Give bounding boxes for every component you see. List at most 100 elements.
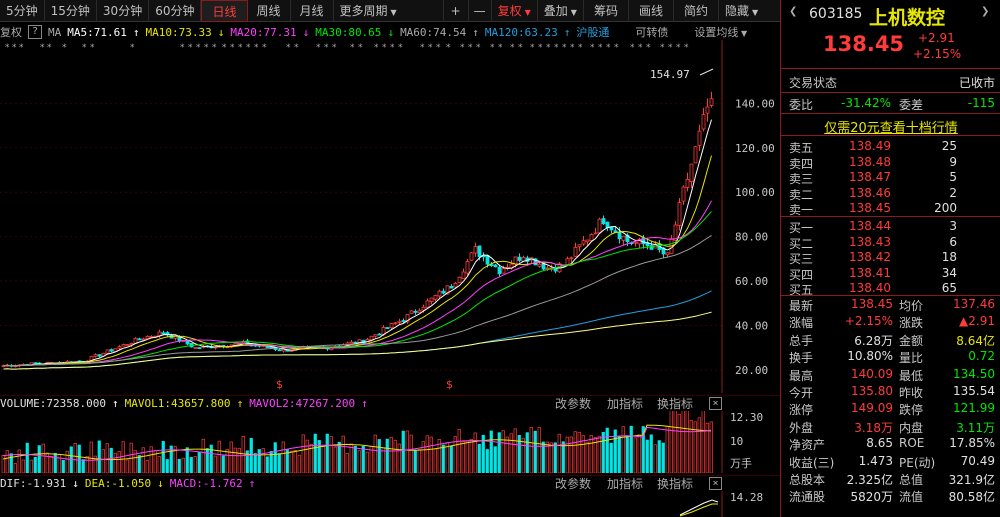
level2-promo-link[interactable]: 仅需20元查看十档行情: [824, 121, 958, 136]
period-30min[interactable]: 30分钟: [97, 0, 150, 22]
info-marker[interactable]: *: [358, 43, 363, 53]
info-marker[interactable]: *: [12, 43, 17, 53]
change-params-button[interactable]: 改参数: [554, 477, 591, 491]
buy-level-1[interactable]: 买一 138.44 3: [781, 219, 1000, 235]
event-marker-s[interactable]: $: [276, 378, 283, 391]
candle[interactable]: [661, 247, 666, 255]
candle[interactable]: [477, 245, 482, 258]
more-periods-dropdown[interactable]: 更多周期 ▼: [334, 0, 444, 22]
info-marker[interactable]: *: [262, 43, 267, 53]
candle[interactable]: [633, 241, 638, 244]
info-marker[interactable]: *: [286, 43, 291, 53]
close-icon[interactable]: ×: [709, 477, 722, 490]
candle[interactable]: [433, 295, 438, 300]
sell-level-4[interactable]: 卖二 138.46 2: [781, 186, 1000, 202]
sell-level-1[interactable]: 卖五 138.49 25: [781, 139, 1000, 155]
candle[interactable]: [373, 334, 378, 337]
candle[interactable]: [673, 224, 678, 241]
period-weekly[interactable]: 周线: [248, 0, 291, 22]
candle[interactable]: [681, 186, 686, 202]
simple-mode-button[interactable]: 简约: [674, 0, 719, 22]
sell-level-3[interactable]: 卖三 138.47 5: [781, 170, 1000, 186]
macd-chart[interactable]: 14.28: [0, 491, 780, 517]
candle[interactable]: [589, 234, 594, 241]
info-marker[interactable]: *: [538, 43, 543, 53]
period-15min[interactable]: 15分钟: [45, 0, 97, 22]
info-marker[interactable]: *: [47, 43, 52, 53]
candle[interactable]: [697, 130, 702, 146]
candle[interactable]: [497, 266, 502, 275]
info-marker[interactable]: *: [668, 43, 673, 53]
candle[interactable]: [397, 320, 402, 323]
info-marker[interactable]: *: [40, 43, 45, 53]
candle[interactable]: [517, 256, 522, 261]
period-daily[interactable]: 日线: [201, 0, 248, 22]
sell-level-2[interactable]: 卖四 138.48 9: [781, 155, 1000, 171]
info-marker[interactable]: *: [530, 43, 535, 53]
ma-settings-dropdown[interactable]: 设置均线 ▼: [694, 24, 747, 40]
candle[interactable]: [429, 297, 434, 303]
candle[interactable]: [145, 336, 150, 340]
info-marker[interactable]: *: [19, 43, 24, 53]
chips-button[interactable]: 筹码: [584, 0, 629, 22]
switch-indicator-button[interactable]: 换指标: [656, 477, 693, 491]
info-marker[interactable]: *: [188, 43, 193, 53]
candle[interactable]: [121, 344, 126, 347]
candle[interactable]: [425, 300, 430, 308]
info-marker[interactable]: *: [598, 43, 603, 53]
candle[interactable]: [93, 354, 98, 357]
candle[interactable]: [457, 276, 462, 283]
hide-dropdown[interactable]: 隐藏 ▼: [719, 0, 764, 22]
switch-indicator-button[interactable]: 换指标: [656, 397, 693, 411]
candle[interactable]: [705, 106, 710, 114]
candle[interactable]: [389, 323, 394, 329]
info-marker[interactable]: *: [254, 43, 259, 53]
info-marker[interactable]: *: [238, 43, 243, 53]
candle[interactable]: [537, 263, 542, 267]
info-marker[interactable]: *: [62, 43, 67, 53]
add-indicator-button[interactable]: 加指标: [606, 397, 643, 411]
info-marker[interactable]: *: [446, 43, 451, 53]
candle[interactable]: [445, 285, 450, 295]
info-marker[interactable]: *: [554, 43, 559, 53]
info-marker[interactable]: *: [374, 43, 379, 53]
add-indicator-button[interactable]: 加指标: [606, 477, 643, 491]
info-marker[interactable]: *: [420, 43, 425, 53]
info-marker[interactable]: *: [562, 43, 567, 53]
close-icon[interactable]: ×: [709, 397, 722, 410]
candle[interactable]: [473, 246, 478, 254]
info-marker[interactable]: *: [468, 43, 473, 53]
info-marker[interactable]: *: [332, 43, 337, 53]
candle[interactable]: [401, 320, 406, 322]
info-marker[interactable]: *: [398, 43, 403, 53]
info-marker[interactable]: *: [638, 43, 643, 53]
candle[interactable]: [117, 346, 122, 349]
info-marker[interactable]: *: [350, 43, 355, 53]
candle[interactable]: [109, 349, 114, 352]
info-marker[interactable]: *: [204, 43, 209, 53]
candle[interactable]: [597, 218, 602, 234]
candle[interactable]: [437, 290, 442, 297]
candle[interactable]: [449, 286, 454, 289]
candle[interactable]: [137, 338, 142, 341]
candle[interactable]: [617, 231, 622, 240]
candle[interactable]: [105, 349, 110, 354]
candle[interactable]: [97, 354, 102, 357]
candle[interactable]: [161, 332, 166, 335]
info-marker[interactable]: *: [570, 43, 575, 53]
info-marker[interactable]: *: [222, 43, 227, 53]
candle[interactable]: [565, 258, 570, 266]
candle[interactable]: [369, 335, 374, 341]
info-marker[interactable]: *: [546, 43, 551, 53]
info-marker[interactable]: *: [614, 43, 619, 53]
candle[interactable]: [581, 240, 586, 245]
info-marker[interactable]: *: [382, 43, 387, 53]
candle[interactable]: [709, 98, 714, 106]
candle[interactable]: [197, 347, 202, 349]
help-icon[interactable]: ?: [28, 25, 42, 39]
event-marker-s[interactable]: $: [446, 378, 453, 391]
convertible-bond-link[interactable]: 可转债: [635, 26, 669, 39]
sell-level-5[interactable]: 卖一 138.45 200: [781, 201, 1000, 217]
forward-chevron-icon[interactable]: ❯: [981, 6, 990, 17]
candle[interactable]: [605, 221, 610, 228]
